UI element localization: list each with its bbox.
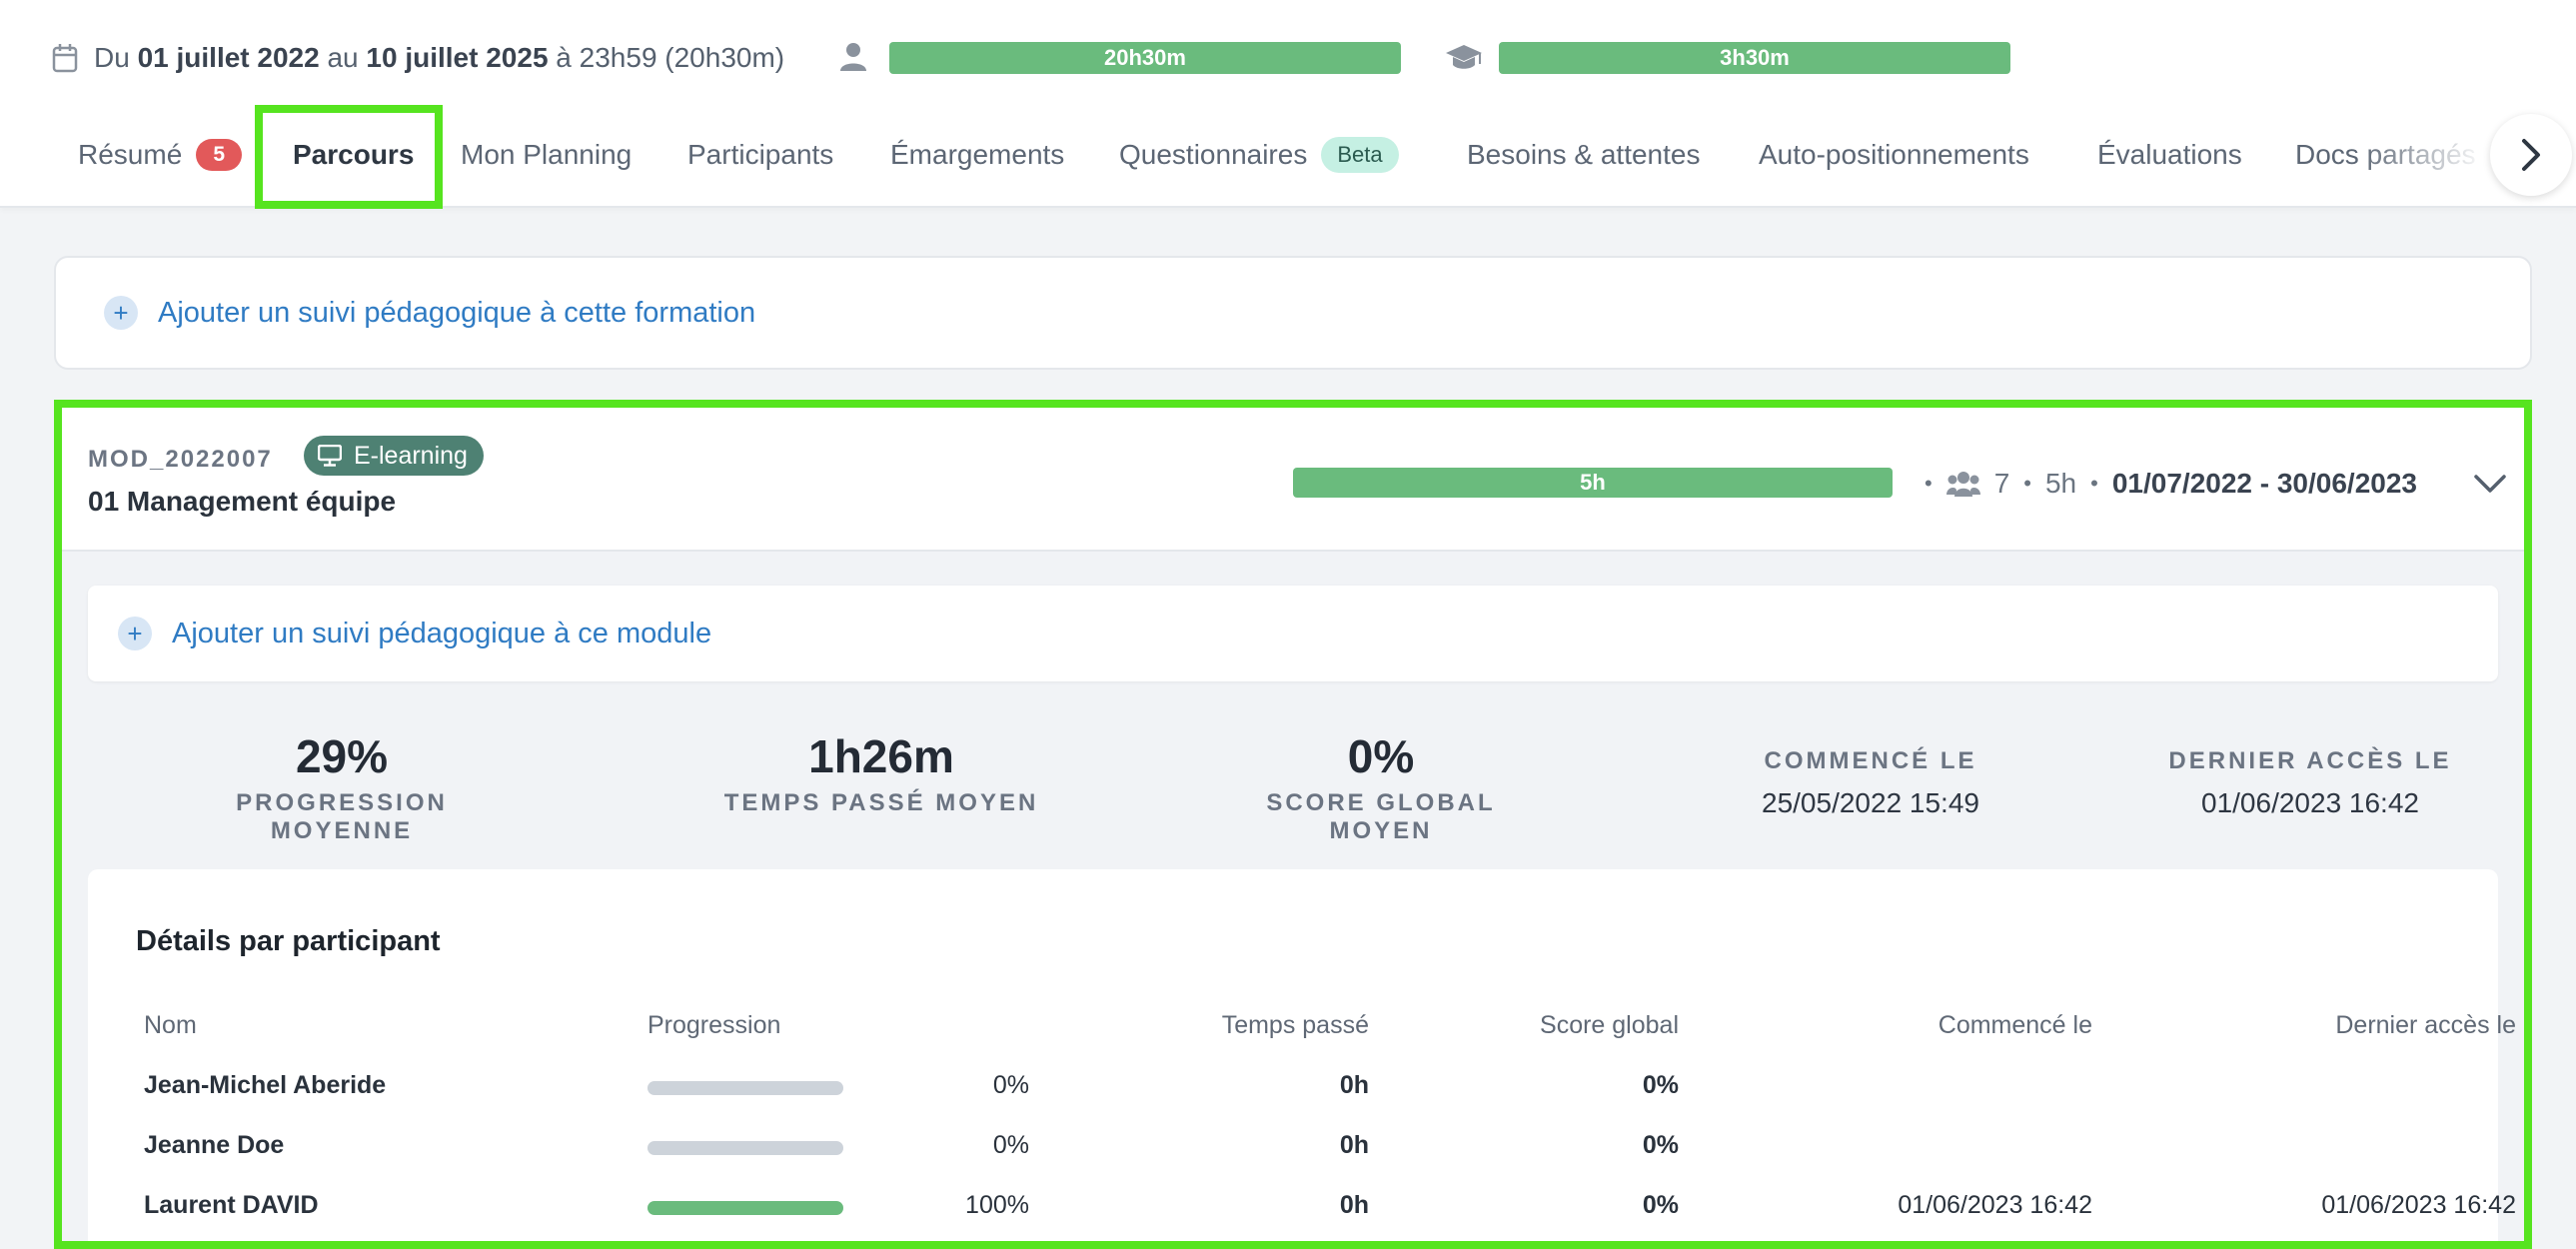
time-spent: 0h — [1339, 1191, 1369, 1219]
separator-dot: • — [2023, 471, 2031, 496]
column-header-time[interactable]: Temps passé — [1221, 1011, 1369, 1039]
stat-progression: 29% PROGRESSION MOYENNE — [182, 729, 502, 845]
separator-dot: • — [2090, 471, 2098, 496]
participant-name[interactable]: Laurent DAVID — [144, 1191, 319, 1219]
column-header-progression[interactable]: Progression — [647, 1011, 781, 1039]
details-title: Détails par participant — [136, 925, 441, 957]
stat-last-access: DERNIER ACCÈS LE 01/06/2023 16:42 — [2130, 747, 2490, 819]
column-header-score[interactable]: Score global — [1540, 1011, 1679, 1039]
participants-count: 7 — [1993, 468, 2010, 499]
module-card: MOD_2022007 E-learning 01 Management équ… — [54, 400, 2532, 1249]
module-dates: 01/07/2022 - 30/06/2023 — [2111, 468, 2417, 499]
column-header-last-access[interactable]: Dernier accès le — [2335, 1011, 2516, 1039]
session-header: Du 01 juillet 2022 au 10 juillet 2025 à … — [0, 0, 2576, 208]
progress-value: 100% — [965, 1191, 1029, 1219]
progress-bar — [647, 1081, 843, 1095]
module-duration: 5h — [2044, 468, 2077, 499]
table-row: Jeanne Doe 0% 0h 0% — [88, 1131, 2498, 1171]
tab-evaluations[interactable]: Évaluations — [2097, 139, 2242, 170]
tab-resume[interactable]: Résumé 5 — [78, 108, 243, 202]
participant-details-card: Détails par participant Nom Progression … — [88, 869, 2516, 1241]
stat-last-access-label: DERNIER ACCÈS LE — [2168, 747, 2452, 774]
stat-score-label: SCORE GLOBAL MOYEN — [1266, 789, 1496, 844]
users-group-icon — [1945, 472, 1980, 497]
date-mid: au — [327, 42, 359, 73]
table-row: Laurent DAVID 100% 0h 0% 01/06/2023 16:4… — [88, 1191, 2516, 1231]
stat-time: 1h26m TEMPS PASSÉ MOYEN — [721, 729, 1041, 817]
trainer-duration-bar: 3h30m — [1499, 42, 2010, 74]
add-formation-tracking-card: + Ajouter un suivi pédagogique à cette f… — [54, 256, 2532, 370]
date-start: 01 juillet 2022 — [137, 42, 320, 73]
add-module-tracking-card: + Ajouter un suivi pédagogique à ce modu… — [88, 586, 2498, 681]
tab-auto-positionnements[interactable]: Auto-positionnements — [1759, 139, 2029, 170]
calendar-icon — [52, 44, 78, 73]
stat-last-access-value: 01/06/2023 16:42 — [2201, 787, 2419, 818]
chevron-right-icon — [2522, 139, 2540, 171]
stat-progression-label: PROGRESSION MOYENNE — [236, 789, 448, 844]
last-access-date: 01/06/2023 16:42 — [2321, 1191, 2516, 1219]
module-duration-bar: 5h — [1293, 468, 1893, 498]
tab-mon-planning[interactable]: Mon Planning — [461, 139, 633, 170]
graduation-cap-icon — [1446, 45, 1482, 69]
time-spent: 0h — [1339, 1071, 1369, 1099]
progress-bar — [647, 1201, 843, 1215]
participant-name[interactable]: Jean-Michel Aberide — [144, 1071, 387, 1099]
chevron-down-icon[interactable] — [2470, 464, 2510, 504]
table-row: Jean-Michel Aberide 0% 0h 0% — [88, 1071, 2498, 1111]
stat-started-label: COMMENCÉ LE — [1764, 747, 1977, 774]
date-suffix: à 23h59 (20h30m) — [556, 42, 785, 73]
stat-progression-value: 29% — [295, 730, 389, 782]
stat-time-label: TEMPS PASSÉ MOYEN — [723, 789, 1039, 816]
date-end: 10 juillet 2025 — [366, 42, 549, 73]
progress-value: 0% — [992, 1131, 1029, 1159]
add-formation-tracking-link[interactable]: + Ajouter un suivi pédagogique à cette f… — [104, 296, 755, 330]
module-code: MOD_2022007 — [88, 446, 273, 473]
tabs-scroll-right-button[interactable] — [2490, 114, 2572, 196]
module-title: 01 Management équipe — [88, 486, 397, 517]
beta-badge: Beta — [1321, 137, 1399, 173]
elearning-badge: E-learning — [304, 436, 484, 476]
add-module-tracking-link[interactable]: + Ajouter un suivi pédagogique à ce modu… — [118, 617, 711, 650]
separator-dot: • — [1925, 471, 1932, 496]
stat-started: COMMENCÉ LE 25/05/2022 15:49 — [1691, 747, 2050, 819]
module-meta: • 7 • 5h • 01/07/2022 - 30/06/2023 — [1911, 462, 2417, 506]
global-score: 0% — [1642, 1191, 1679, 1219]
tab-besoins-attentes[interactable]: Besoins & attentes — [1467, 139, 1701, 170]
global-score: 0% — [1642, 1131, 1679, 1159]
global-score: 0% — [1642, 1071, 1679, 1099]
tab-bar: Résumé 5 Parcours Mon Planning Participa… — [0, 108, 2576, 208]
stat-score: 0% SCORE GLOBAL MOYEN — [1211, 729, 1551, 845]
stat-time-value: 1h26m — [808, 730, 954, 782]
person-icon — [840, 43, 866, 71]
stat-score-value: 0% — [1347, 730, 1415, 782]
progress-value: 0% — [992, 1071, 1029, 1099]
tab-emargements[interactable]: Émargements — [890, 139, 1065, 170]
tab-parcours[interactable]: Parcours — [293, 139, 415, 170]
session-dates: Du 01 juillet 2022 au 10 juillet 2025 à … — [52, 36, 784, 80]
tab-questionnaires[interactable]: Questionnaires Beta — [1119, 108, 1399, 202]
participant-name[interactable]: Jeanne Doe — [144, 1131, 285, 1159]
resume-count-badge: 5 — [196, 139, 243, 171]
stat-started-value: 25/05/2022 15:49 — [1762, 787, 1979, 818]
time-spent: 0h — [1339, 1131, 1369, 1159]
tab-participants[interactable]: Participants — [687, 139, 834, 170]
module-header[interactable]: MOD_2022007 E-learning 01 Management équ… — [62, 408, 2524, 552]
column-header-started[interactable]: Commencé le — [1937, 1011, 2092, 1039]
date-prefix: Du — [94, 42, 130, 73]
progress-bar — [647, 1141, 843, 1155]
learner-duration-bar: 20h30m — [889, 42, 1401, 74]
plus-circle-icon: + — [104, 296, 138, 330]
plus-circle-icon: + — [118, 617, 152, 650]
column-header-name[interactable]: Nom — [144, 1011, 197, 1039]
active-tab-highlight — [255, 105, 443, 209]
monitor-icon — [318, 445, 342, 467]
started-date: 01/06/2023 16:42 — [1898, 1191, 2092, 1219]
